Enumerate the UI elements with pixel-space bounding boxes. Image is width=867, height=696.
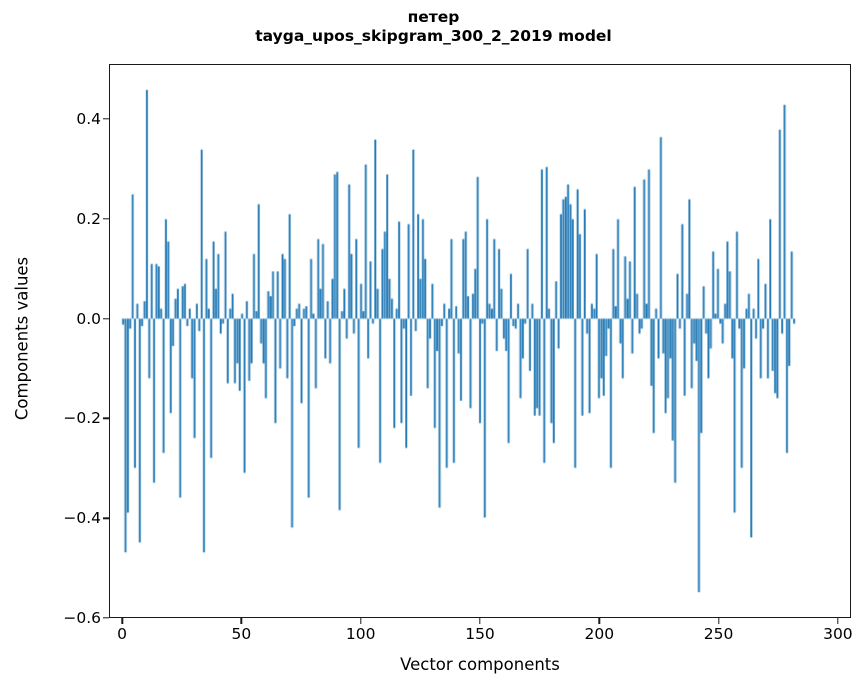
x-tick-mark [598, 618, 600, 624]
x-tick-label: 300 [823, 625, 853, 643]
chart-title: петер tayga_upos_skipgram_300_2_2019 mod… [0, 8, 867, 47]
y-axis-label: Components values [12, 256, 32, 421]
x-tick-mark [121, 618, 123, 624]
x-tick-mark [479, 618, 481, 624]
chart-title-line-2: tayga_upos_skipgram_300_2_2019 model [255, 27, 612, 46]
chart-title-line-1: петер [407, 8, 460, 26]
x-tick-mark [360, 618, 362, 624]
x-tick-label: 250 [703, 625, 734, 643]
x-tick-mark [717, 618, 720, 624]
x-tick-mark [240, 618, 243, 624]
x-axis-label: Vector components [400, 655, 560, 674]
y-tick-mark [103, 517, 109, 519]
x-tick-mark [837, 618, 839, 624]
x-tick-label: 150 [465, 625, 495, 643]
x-tick-label: 100 [345, 625, 376, 643]
y-tick-label: −0.4 [63, 509, 101, 528]
y-tick-mark [103, 617, 109, 619]
y-tick-mark [103, 417, 109, 420]
y-tick-label: 0.0 [76, 309, 101, 328]
y-tick-label: −0.2 [63, 409, 101, 428]
y-tick-mark [103, 118, 109, 120]
x-tick-label: 200 [584, 625, 615, 643]
y-tick-label: 0.4 [76, 109, 101, 128]
x-tick-label: 50 [231, 625, 252, 643]
x-tick-label: 0 [117, 625, 128, 643]
y-tick-mark [103, 317, 109, 320]
y-tick-label: −0.6 [63, 609, 101, 627]
bar-series-canvas [110, 65, 850, 617]
y-tick-label: 0.2 [76, 209, 101, 228]
plot-area [109, 64, 851, 618]
y-tick-mark [103, 218, 109, 220]
